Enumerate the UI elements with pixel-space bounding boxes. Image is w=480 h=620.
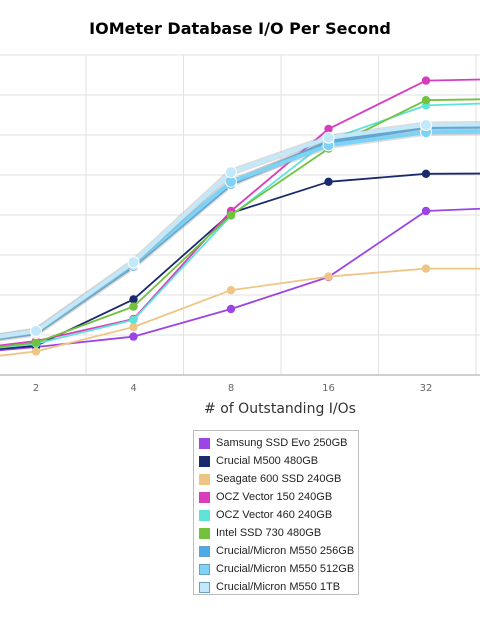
legend-label: Crucial/Micron M550 256GB — [216, 545, 355, 557]
legend-swatch — [199, 545, 210, 557]
legend-item: Seagate 600 SSD 240GB — [194, 470, 358, 488]
legend-swatch — [199, 527, 210, 539]
legend-swatch — [199, 491, 210, 503]
x-tick-label: 2 — [33, 383, 39, 394]
series-6 — [0, 121, 480, 342]
data-point — [324, 177, 333, 186]
x-tick-label: 8 — [228, 383, 234, 394]
legend-item: Crucial M500 480GB — [194, 452, 358, 470]
grid — [0, 54, 480, 376]
data-point — [421, 206, 431, 216]
legend-item: Crucial/Micron M550 1TB — [194, 578, 358, 596]
legend-swatch — [199, 563, 210, 575]
series-lines — [0, 76, 480, 357]
data-point — [322, 131, 335, 144]
series-line — [0, 267, 480, 357]
series-7 — [0, 126, 480, 341]
legend-label: OCZ Vector 150 240GB — [216, 491, 333, 503]
legend-swatch — [199, 473, 210, 485]
x-tick-label: 16 — [322, 383, 335, 394]
legend-label: Crucial/Micron M550 1TB — [216, 581, 341, 593]
legend-label: Crucial/Micron M550 512GB — [216, 563, 355, 575]
legend-item: OCZ Vector 150 240GB — [194, 488, 358, 506]
data-point — [226, 304, 236, 314]
legend-item: Intel SSD 730 480GB — [194, 524, 358, 542]
data-point — [31, 347, 41, 356]
legend-item: Crucial/Micron M550 512GB — [194, 560, 358, 578]
series-line — [0, 124, 480, 340]
chart-title: IOMeter Database I/O Per Second — [89, 19, 391, 38]
legend-label: Intel SSD 730 480GB — [216, 527, 322, 539]
data-point — [421, 76, 431, 85]
legend-swatch — [199, 509, 210, 521]
data-point — [129, 295, 138, 304]
data-point — [421, 264, 431, 273]
data-point — [226, 210, 236, 220]
series-8 — [0, 119, 480, 340]
legend-swatch — [199, 455, 210, 467]
legend-label: OCZ Vector 460 240GB — [216, 509, 333, 521]
series-2 — [0, 264, 480, 357]
legend-item: Crucial/Micron M550 256GB — [194, 542, 358, 560]
series-0 — [0, 206, 480, 352]
x-tick-labels: 2 4 8 16 32 — [33, 383, 433, 394]
series-line — [0, 172, 480, 350]
legend-label: Seagate 600 SSD 240GB — [216, 473, 342, 485]
legend: Samsung SSD Evo 250GB Crucial M500 480GB S… — [193, 430, 359, 595]
data-point — [129, 315, 138, 324]
data-point — [226, 286, 236, 295]
legend-swatch — [199, 581, 210, 593]
data-point — [225, 166, 237, 179]
data-point — [324, 272, 333, 281]
legend-item: OCZ Vector 460 240GB — [194, 506, 358, 524]
data-point — [30, 325, 42, 337]
series-line-shadow — [0, 123, 480, 342]
legend-swatch — [199, 437, 210, 449]
x-axis-label: # of Outstanding I/Os — [204, 401, 356, 417]
data-point — [421, 96, 431, 105]
data-point — [421, 169, 431, 178]
data-point — [127, 256, 140, 269]
data-point — [31, 338, 41, 347]
legend-label: Samsung SSD Evo 250GB — [216, 437, 348, 449]
data-point — [129, 302, 138, 311]
legend-label: Crucial M500 480GB — [216, 455, 319, 467]
x-tick-label: 4 — [130, 383, 136, 394]
x-tick-label: 32 — [420, 383, 433, 394]
series-line — [0, 102, 480, 349]
series-3 — [0, 76, 480, 347]
series-line — [0, 129, 480, 339]
data-point — [129, 332, 138, 341]
legend-item: Samsung SSD Evo 250GB — [194, 434, 358, 452]
series-line-shadow — [0, 128, 480, 341]
data-point — [420, 119, 432, 131]
data-point — [129, 322, 138, 332]
data-point — [324, 124, 333, 134]
